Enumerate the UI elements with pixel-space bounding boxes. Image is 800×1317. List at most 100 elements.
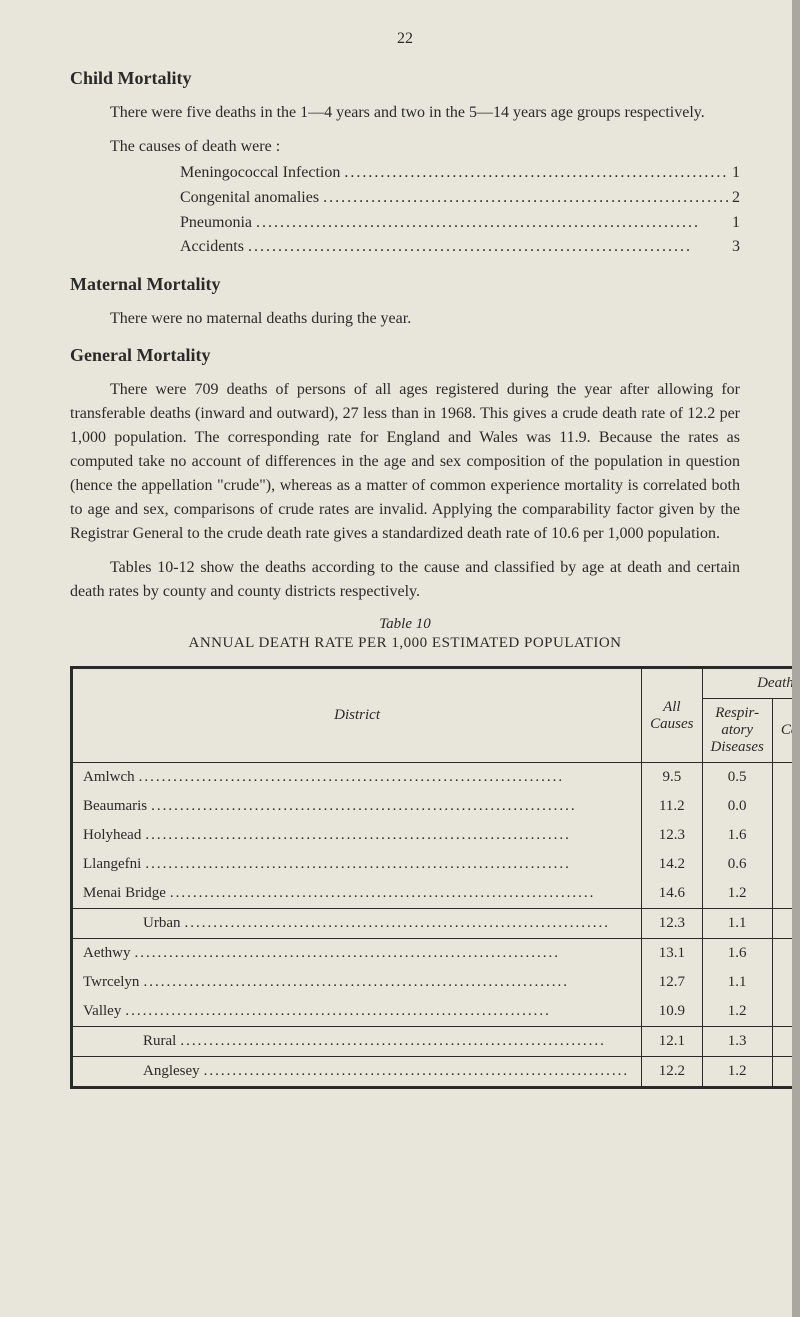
th-death-rate-for: Death rate for	[702, 668, 800, 699]
leader-dots	[147, 798, 633, 815]
leader-dots	[340, 161, 728, 186]
causes-of-death-list: Meningococcal Infection 1 Congenital ano…	[180, 161, 740, 260]
cause-label: Pneumonia	[180, 211, 252, 236]
table-row: Twrcelyn 12.7 1.1 1.9 3.7	[72, 968, 800, 997]
cause-label: Congenital anomalies	[180, 186, 319, 211]
cell-cancer: 2.3	[772, 821, 800, 850]
table-caption: Table 10	[70, 616, 740, 633]
leader-dots	[141, 827, 633, 844]
leader-dots	[131, 945, 634, 962]
cell-cancer: 2.0	[772, 1057, 800, 1088]
leader-dots	[176, 1033, 633, 1050]
district-name: Valley	[83, 1003, 121, 1020]
cell-all: 12.2	[642, 1057, 702, 1088]
rural-summary-row: Rural 12.1 1.3 2.0 4.0	[72, 1027, 800, 1057]
cell-all: 12.3	[642, 821, 702, 850]
district-name: Llangefni	[83, 856, 141, 873]
cell-resp: 0.0	[702, 792, 772, 821]
cause-row: Congenital anomalies 2	[180, 186, 740, 211]
th-respiratory: Respir- atory Diseases	[702, 699, 772, 763]
leader-dots	[181, 915, 634, 932]
general-mortality-para1: There were 709 deaths of persons of all …	[70, 378, 740, 546]
cause-row: Pneumonia 1	[180, 211, 740, 236]
cell-resp: 1.6	[702, 939, 772, 969]
district-name: Rural	[83, 1033, 176, 1050]
cell-all: 13.1	[642, 939, 702, 969]
table-row: Aethwy 13.1 1.6 2.4 5.0	[72, 939, 800, 969]
table-row: Valley 10.9 1.2 1.7 3.4	[72, 997, 800, 1027]
leader-dots	[244, 235, 728, 260]
cell-cancer: 1.0	[772, 763, 800, 793]
cell-cancer: 2.4	[772, 939, 800, 969]
cell-cancer: 2.1	[772, 879, 800, 909]
page-number: 22	[70, 30, 740, 48]
leader-dots	[121, 1003, 633, 1020]
cell-resp: 0.6	[702, 850, 772, 879]
table-title: ANNUAL DEATH RATE PER 1,000 ESTIMATED PO…	[70, 635, 740, 652]
cell-resp: 1.6	[702, 821, 772, 850]
general-mortality-para2: Tables 10-12 show the deaths according t…	[70, 556, 740, 604]
child-mortality-title: Child Mortality	[70, 68, 740, 89]
cell-all: 10.9	[642, 997, 702, 1027]
cause-row: Meningococcal Infection 1	[180, 161, 740, 186]
child-mortality-causes-lead: The causes of death were :	[70, 135, 740, 159]
cell-cancer: 2.5	[772, 850, 800, 879]
death-rate-table: District All Causes Death rate for Respi…	[70, 666, 800, 1089]
cause-value: 2	[728, 186, 740, 211]
cell-resp: 1.2	[702, 997, 772, 1027]
cell-all: 9.5	[642, 763, 702, 793]
cell-all: 14.2	[642, 850, 702, 879]
cause-value: 1	[728, 161, 740, 186]
cause-value: 3	[728, 235, 740, 260]
cell-cancer: 1.9	[772, 968, 800, 997]
district-name: Aethwy	[83, 945, 131, 962]
cell-resp: 0.5	[702, 763, 772, 793]
cell-cancer: 2.0	[772, 1027, 800, 1057]
th-district: District	[72, 668, 642, 763]
cause-label: Accidents	[180, 235, 244, 260]
cell-resp: 1.1	[702, 968, 772, 997]
th-cancer: Cancer	[772, 699, 800, 763]
cell-resp: 1.1	[702, 909, 772, 939]
table-row: Beaumaris 11.2 0.0 1.9 4.4	[72, 792, 800, 821]
leader-dots	[200, 1063, 634, 1080]
urban-summary-row: Urban 12.3 1.1 2.0 3.8	[72, 909, 800, 939]
cell-cancer: 2.0	[772, 909, 800, 939]
cell-cancer: 1.9	[772, 792, 800, 821]
leader-dots	[135, 769, 633, 786]
cell-resp: 1.2	[702, 879, 772, 909]
cell-all: 12.7	[642, 968, 702, 997]
table-row: Amlwch 9.5 0.5 1.0 3.1	[72, 763, 800, 793]
cell-resp: 1.2	[702, 1057, 772, 1088]
cell-all: 12.3	[642, 909, 702, 939]
district-name: Menai Bridge	[83, 885, 166, 902]
leader-dots	[252, 211, 728, 236]
leader-dots	[141, 856, 633, 873]
district-name: Beaumaris	[83, 798, 147, 815]
cell-all: 14.6	[642, 879, 702, 909]
table-row: Llangefni 14.2 0.6 2.5 6.1	[72, 850, 800, 879]
leader-dots	[139, 974, 633, 991]
general-mortality-title: General Mortality	[70, 345, 740, 366]
cell-resp: 1.3	[702, 1027, 772, 1057]
anglesey-summary-row: Anglesey 12.2 1.2 2.0 3.9	[72, 1057, 800, 1088]
cell-all: 12.1	[642, 1027, 702, 1057]
maternal-mortality-para1: There were no maternal deaths during the…	[70, 307, 740, 331]
district-name: Amlwch	[83, 769, 135, 786]
cause-row: Accidents 3	[180, 235, 740, 260]
cell-cancer: 1.7	[772, 997, 800, 1027]
table-row: Menai Bridge 14.6 1.2 2.1 5.4	[72, 879, 800, 909]
district-name: Holyhead	[83, 827, 141, 844]
cause-value: 1	[728, 211, 740, 236]
leader-dots	[166, 885, 633, 902]
maternal-mortality-title: Maternal Mortality	[70, 274, 740, 295]
table-row: Holyhead 12.3 1.6 2.3 2.7	[72, 821, 800, 850]
district-name: Twrcelyn	[83, 974, 139, 991]
district-name: Urban	[83, 915, 181, 932]
district-name: Anglesey	[83, 1063, 200, 1080]
cause-label: Meningococcal Infection	[180, 161, 340, 186]
th-all-causes: All Causes	[642, 668, 702, 763]
child-mortality-para1: There were five deaths in the 1—4 years …	[70, 101, 740, 125]
leader-dots	[319, 186, 728, 211]
cell-all: 11.2	[642, 792, 702, 821]
